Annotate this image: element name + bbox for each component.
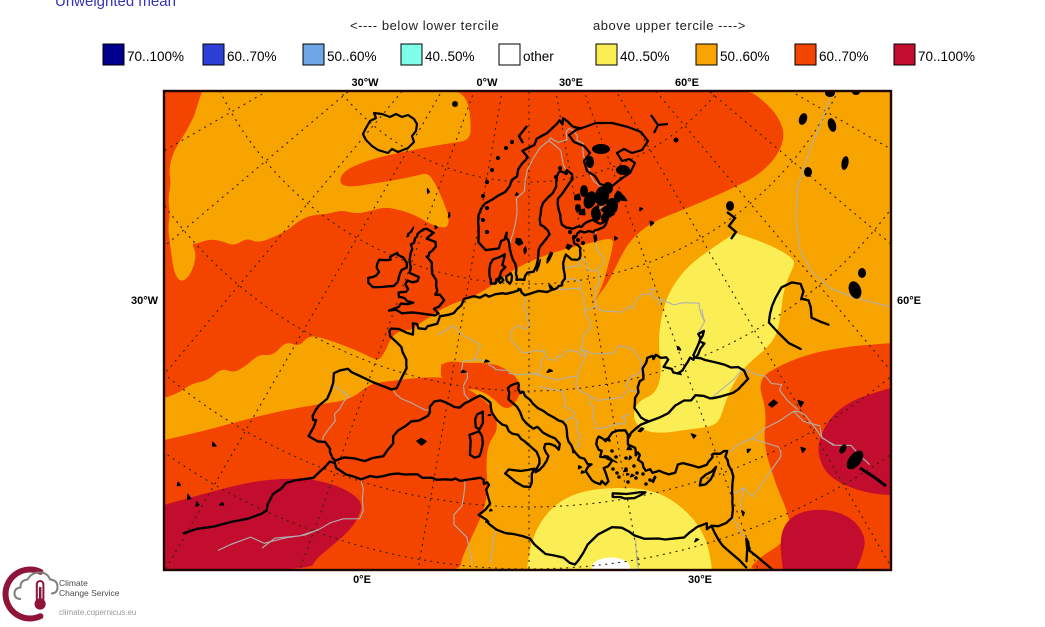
svg-text:30°E: 30°E — [559, 77, 583, 89]
svg-text:0°W: 0°W — [477, 77, 499, 89]
svg-text:60..70%: 60..70% — [227, 49, 277, 64]
svg-text:40..50%: 40..50% — [620, 49, 670, 64]
svg-text:above upper tercile ---->: above upper tercile ----> — [593, 18, 746, 33]
svg-text:climate.copernicus.eu: climate.copernicus.eu — [59, 608, 136, 617]
svg-text:Change Service: Change Service — [59, 588, 120, 598]
svg-text:30°W: 30°W — [131, 295, 159, 307]
svg-text:70..100%: 70..100% — [127, 49, 184, 64]
svg-text:30°E: 30°E — [688, 574, 712, 586]
svg-text:30°W: 30°W — [351, 77, 379, 89]
svg-text:other: other — [523, 49, 554, 64]
svg-text:<---- below lower tercile: <---- below lower tercile — [350, 18, 499, 33]
svg-text:0°E: 0°E — [353, 574, 371, 586]
svg-text:40..50%: 40..50% — [425, 49, 475, 64]
svg-text:60°E: 60°E — [897, 295, 921, 307]
svg-text:50..60%: 50..60% — [327, 49, 377, 64]
svg-text:60°E: 60°E — [675, 77, 699, 89]
svg-text:50..60%: 50..60% — [720, 49, 770, 64]
svg-text:60..70%: 60..70% — [819, 49, 869, 64]
svg-text:Climate: Climate — [59, 578, 88, 588]
svg-text:Unweighted mean: Unweighted mean — [55, 0, 176, 10]
svg-text:70..100%: 70..100% — [918, 49, 975, 64]
